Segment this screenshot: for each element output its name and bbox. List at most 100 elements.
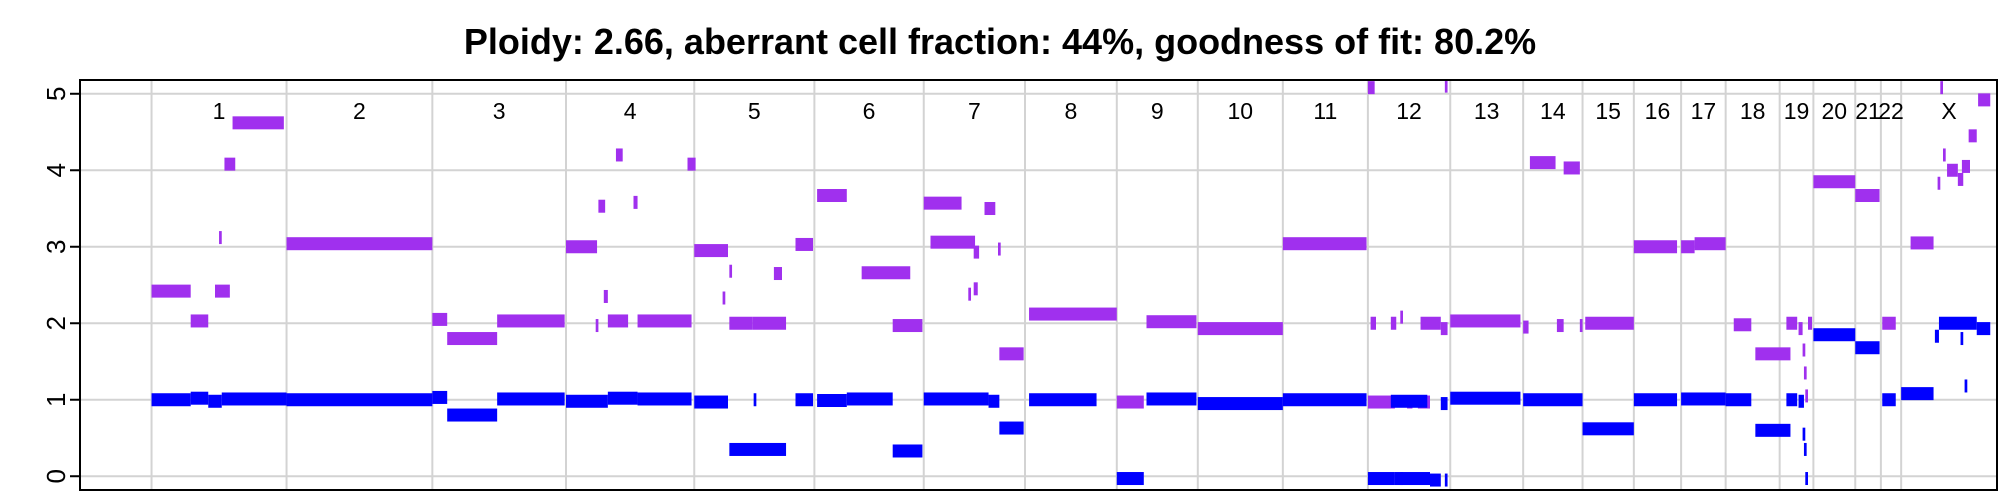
chromosome-label: 4 [624, 98, 637, 124]
major-copy-number-segment [1940, 81, 1943, 95]
minor-copy-number-segment [447, 408, 498, 422]
major-copy-number-segment [1910, 236, 1934, 250]
chromosome-label: 18 [1740, 98, 1766, 124]
minor-copy-number-segment [1813, 328, 1856, 342]
chromosome-label: 10 [1228, 98, 1254, 124]
major-copy-number-segment [1146, 315, 1197, 329]
minor-copy-number-segment [151, 393, 191, 407]
chromosome-label: 12 [1396, 98, 1422, 124]
major-copy-number-segment [1957, 172, 1964, 186]
major-copy-number-segment [1420, 316, 1441, 330]
major-copy-number-segment [923, 196, 962, 210]
chromosome-label: 11 [1313, 98, 1337, 124]
major-copy-number-segment [1968, 129, 1977, 143]
minor-copy-number-segment [1394, 472, 1403, 486]
minor-copy-number-segment [1964, 379, 1968, 393]
major-copy-number-segment [722, 291, 726, 305]
major-copy-number-segment [930, 235, 976, 249]
major-copy-number-segment [861, 266, 911, 280]
chromosome-label: 19 [1784, 98, 1810, 124]
major-copy-number-segment [1813, 175, 1856, 189]
major-copy-number-segment [817, 189, 847, 203]
major-copy-number-segment [973, 245, 980, 259]
major-copy-number-segment [999, 347, 1024, 361]
minor-copy-number-segment [892, 444, 923, 458]
major-copy-number-segment [1961, 159, 1970, 173]
minor-copy-number-segment [1960, 332, 1964, 346]
major-copy-number-segment [1197, 322, 1283, 336]
major-copy-number-segment [1733, 318, 1752, 332]
minor-copy-number-segment [1938, 316, 1977, 330]
y-axis: 0 1 2 3 4 5 [41, 87, 80, 483]
minor-copy-number-segment [846, 392, 893, 406]
major-copy-number-segment [973, 282, 978, 296]
major-copy-number-segment [190, 314, 209, 328]
major-copy-number-segment [1450, 314, 1521, 328]
minor-copy-number-segment [1798, 394, 1804, 408]
major-copy-number-segment [1803, 366, 1807, 380]
chromosome-label: 16 [1645, 98, 1671, 124]
minor-copy-number-segment [1282, 393, 1367, 407]
minor-copy-number-segment [1523, 393, 1583, 407]
major-copy-number-segment [694, 244, 728, 258]
major-copy-number-segment [224, 157, 236, 171]
major-copy-number-segment [219, 231, 222, 245]
chromosome-label: 14 [1540, 98, 1566, 124]
minor-copy-number-segment [1146, 392, 1197, 406]
grid-lines [80, 80, 1998, 490]
minor-copy-number-segment [432, 390, 448, 404]
minor-copy-number-segment [1197, 397, 1283, 411]
major-copy-number-segment [1529, 156, 1556, 170]
major-copy-number-segment [1802, 343, 1806, 357]
minor-copy-number-segment [1802, 427, 1806, 441]
chromosome-label: 9 [1151, 98, 1164, 124]
major-copy-number-segment [1694, 237, 1726, 251]
major-copy-number-segment [968, 287, 971, 301]
major-copy-number-segment [1440, 322, 1448, 336]
chromosome-label: 8 [1065, 98, 1078, 124]
minor-copy-number-segment [190, 391, 209, 405]
chromosome-label: 2 [353, 98, 366, 124]
major-copy-number-segment [1116, 395, 1144, 409]
major-copy-number-segment [1805, 389, 1808, 403]
minor-copy-number-segment [1430, 473, 1441, 487]
major-copy-number-segment [607, 314, 629, 328]
major-copy-number-segment [603, 289, 608, 303]
minor-copy-number-segment [1450, 391, 1521, 405]
major-copy-number-segment [1579, 319, 1583, 333]
minor-copy-number-segment [1755, 423, 1791, 437]
major-copy-number-segment [1563, 161, 1580, 175]
major-copy-number-segment [615, 148, 623, 162]
major-copy-number-segment [1798, 322, 1803, 336]
major-copy-number-segment [1029, 307, 1117, 321]
major-copy-number-segment [1937, 176, 1941, 190]
chromosome-label: 20 [1822, 98, 1848, 124]
major-copy-number-segment [1755, 347, 1791, 361]
major-copy-number-segment [286, 237, 433, 251]
major-copy-number-segment [637, 314, 692, 328]
minor-copy-number-segment [1367, 472, 1395, 486]
minor-copy-number-segment [1803, 442, 1807, 456]
major-copy-number-segment [1978, 93, 1991, 107]
minor-copy-number-segment [1681, 392, 1726, 406]
data-segments [151, 79, 1991, 487]
major-copy-number-segment [1681, 240, 1695, 254]
chromosome-label: 15 [1595, 98, 1621, 124]
major-copy-number-segment [729, 316, 753, 330]
major-copy-number-segment [1390, 316, 1397, 330]
major-copy-number-segment [1370, 316, 1376, 330]
minor-copy-number-segment [208, 394, 222, 408]
major-copy-number-segment [729, 264, 733, 278]
minor-copy-number-segment [817, 394, 847, 408]
major-copy-number-segment [1786, 316, 1798, 330]
major-copy-number-segment [1943, 148, 1946, 162]
major-copy-number-segment [595, 319, 599, 333]
major-copy-number-segment [998, 242, 1001, 256]
minor-copy-number-segment [753, 393, 757, 407]
major-copy-number-segment [1855, 189, 1880, 203]
minor-copy-number-segment [286, 393, 433, 407]
major-copy-number-segment [633, 195, 638, 209]
major-copy-number-segment [984, 202, 996, 216]
major-copy-number-segment [1400, 310, 1403, 324]
minor-copy-number-segment [729, 442, 787, 456]
